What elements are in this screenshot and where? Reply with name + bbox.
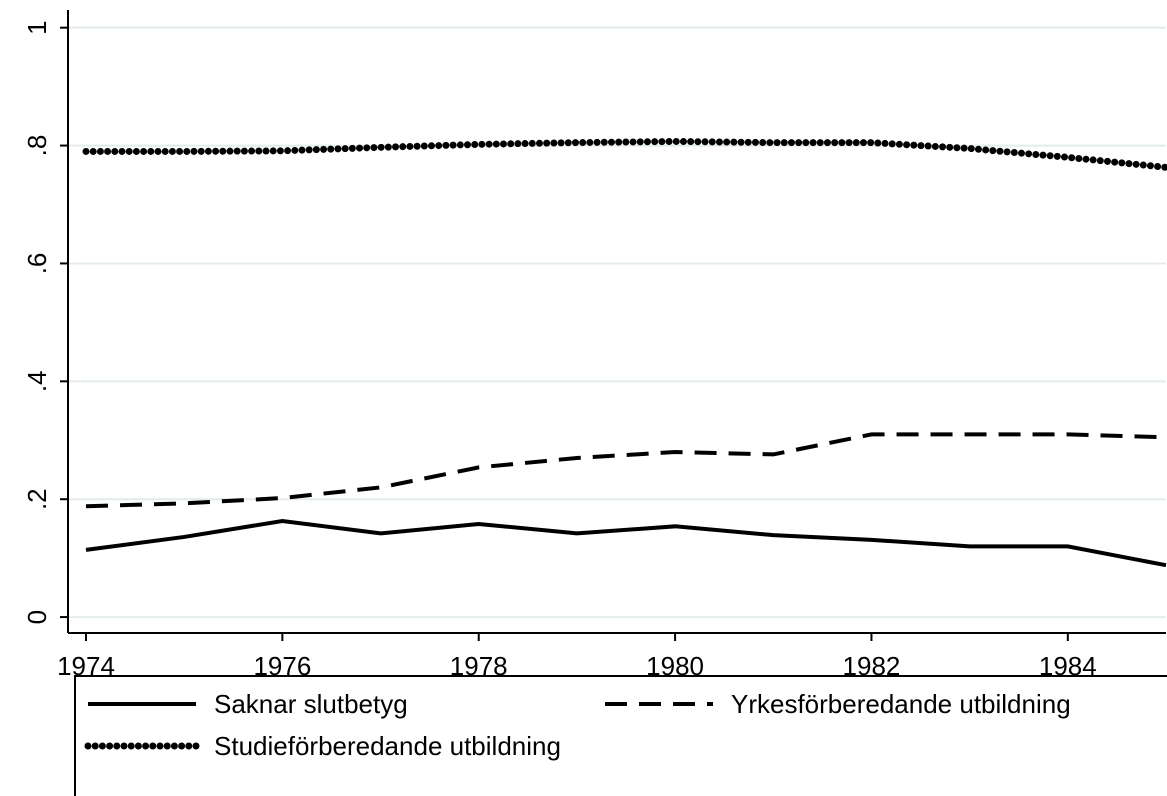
y-tick-label: 0 [22,610,52,624]
legend-label: Studieförberedande utbildning [214,731,561,761]
legend-box [74,675,1167,796]
series-line [82,137,1167,171]
series-line [85,432,1167,509]
y-tick-label: .8 [22,135,52,157]
legend-label: Yrkesförberedande utbildning [731,689,1071,719]
y-tick-label: .6 [22,253,52,275]
legend-label: Saknar slutbetyg [214,689,408,719]
y-tick-label: .4 [22,370,52,392]
y-tick-label: .2 [22,488,52,510]
series-line [85,518,1167,568]
y-tick-label: 1 [22,20,52,34]
